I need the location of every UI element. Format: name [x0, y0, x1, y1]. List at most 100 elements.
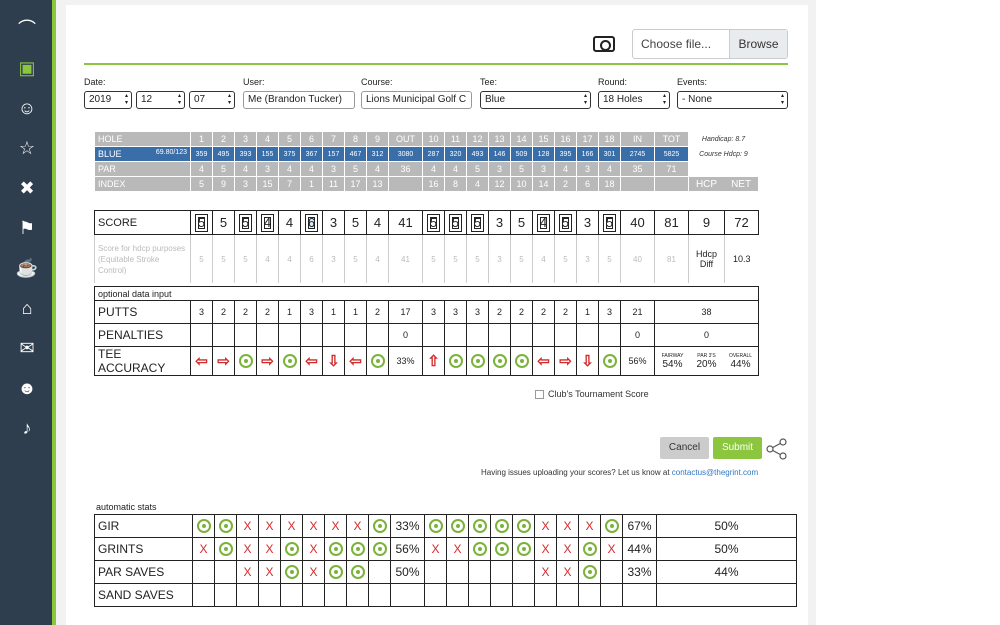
tee-accuracy-cell[interactable]: ⇦ — [190, 346, 213, 376]
score-cell[interactable]: 6 — [300, 210, 323, 235]
tee-accuracy-cell[interactable]: ⇦ — [300, 346, 323, 376]
penalties-row-cell[interactable] — [212, 323, 235, 347]
putts-row-cell[interactable]: 2 — [532, 300, 555, 324]
score-cell[interactable]: 5 — [554, 210, 577, 235]
tee-accuracy-cell[interactable]: ⇩ — [576, 346, 599, 376]
trophy-icon[interactable]: ☕ — [15, 257, 39, 278]
putts-row-cell[interactable]: 1 — [344, 300, 367, 324]
putts-row-cell[interactable]: 2 — [212, 300, 235, 324]
tee-accuracy-cell[interactable] — [234, 346, 257, 376]
round-select[interactable]: 18 Holes — [598, 91, 670, 109]
putts-row-cell[interactable]: 3 — [190, 300, 213, 324]
messages-icon[interactable]: ✉ — [19, 337, 35, 358]
stats-icon[interactable]: ⌒ — [18, 19, 36, 39]
putts-row-cell[interactable]: 1 — [278, 300, 301, 324]
score-cell[interactable]: 4 — [532, 210, 555, 235]
course-icon[interactable]: ⚑ — [18, 217, 36, 238]
friends-icon[interactable]: ☺ — [17, 97, 37, 118]
events-select[interactable]: - None — [677, 91, 788, 109]
putts-row-cell[interactable]: 2 — [488, 300, 511, 324]
tee-accuracy-cell[interactable]: ⇩ — [322, 346, 345, 376]
penalties-row-cell[interactable] — [256, 323, 279, 347]
score-cell[interactable]: 4 — [366, 210, 389, 235]
score-cell[interactable]: 5 — [190, 210, 213, 235]
leaderboard-icon[interactable]: ☆ — [18, 137, 36, 158]
putts-row-cell[interactable]: 3 — [444, 300, 467, 324]
penalties-row-cell[interactable] — [422, 323, 445, 347]
score-cell[interactable]: 5 — [234, 210, 257, 235]
scorecard-icon[interactable]: ▣ — [18, 57, 36, 78]
putts-row-cell[interactable]: 1 — [576, 300, 599, 324]
tee-accuracy-cell[interactable]: ⇦ — [344, 346, 367, 376]
penalties-row-cell[interactable] — [576, 323, 599, 347]
month-select[interactable]: 12 — [136, 91, 185, 109]
browse-button[interactable]: Browse — [729, 30, 787, 58]
penalties-row-cell[interactable] — [510, 323, 533, 347]
penalties-row-cell[interactable] — [234, 323, 257, 347]
tee-accuracy-cell[interactable]: ⇨ — [212, 346, 235, 376]
contact-link[interactable]: contactus@thegrint.com — [671, 468, 759, 477]
score-cell[interactable]: 5 — [510, 210, 533, 235]
score-cell[interactable]: 5 — [444, 210, 467, 235]
score-cell[interactable]: 5 — [466, 210, 489, 235]
score-cell[interactable]: 5 — [422, 210, 445, 235]
notifications-icon[interactable]: ♪ — [22, 417, 32, 438]
tee-accuracy-cell[interactable]: ⇧ — [422, 346, 445, 376]
putts-row-cell[interactable]: 2 — [234, 300, 257, 324]
putts-row-cell[interactable]: 2 — [366, 300, 389, 324]
penalties-row-cell[interactable] — [366, 323, 389, 347]
tee-accuracy-cell[interactable]: ⇨ — [256, 346, 279, 376]
tee-accuracy-cell[interactable] — [488, 346, 511, 376]
penalties-row-cell[interactable] — [488, 323, 511, 347]
score-cell[interactable]: 4 — [278, 210, 301, 235]
score-cell[interactable]: 3 — [322, 210, 345, 235]
clubs-icon[interactable]: ✖ — [19, 177, 35, 198]
putts-row-cell[interactable]: 3 — [466, 300, 489, 324]
score-cell[interactable]: 5 — [598, 210, 621, 235]
penalties-row-cell[interactable] — [322, 323, 345, 347]
penalties-row-cell[interactable] — [300, 323, 323, 347]
penalties-row-cell[interactable] — [278, 323, 301, 347]
putts-row-cell[interactable]: 3 — [422, 300, 445, 324]
score-cell[interactable]: 5 — [344, 210, 367, 235]
tee-accuracy-cell[interactable]: ⇦ — [532, 346, 555, 376]
tee-accuracy-cell[interactable] — [466, 346, 489, 376]
score-cell[interactable]: 3 — [488, 210, 511, 235]
putts-row-cell[interactable]: 2 — [554, 300, 577, 324]
user-field[interactable]: Me (Brandon Tucker) — [243, 91, 355, 109]
putts-row-cell[interactable]: 2 — [510, 300, 533, 324]
year-select[interactable]: 2019 — [84, 91, 132, 109]
tournament-option[interactable]: Club's Tournament Score — [535, 389, 649, 399]
tournament-checkbox[interactable] — [535, 389, 544, 399]
tee-select[interactable]: Blue — [480, 91, 591, 109]
score-cell[interactable]: 4 — [256, 210, 279, 235]
share-icon[interactable] — [766, 438, 788, 460]
tee-accuracy-cell[interactable] — [598, 346, 621, 376]
course-field[interactable]: Lions Municipal Golf C — [361, 91, 472, 109]
camera-icon[interactable] — [593, 36, 615, 52]
penalties-row-cell[interactable] — [190, 323, 213, 347]
putts-row-cell[interactable]: 2 — [256, 300, 279, 324]
tee-accuracy-cell[interactable]: ⇨ — [554, 346, 577, 376]
penalties-row-cell[interactable] — [444, 323, 467, 347]
penalties-row-cell[interactable] — [344, 323, 367, 347]
file-upload[interactable]: Choose file... Browse — [632, 29, 788, 59]
score-cell[interactable]: 5 — [212, 210, 235, 235]
tee-accuracy-cell[interactable] — [366, 346, 389, 376]
tee-accuracy-cell[interactable] — [444, 346, 467, 376]
cancel-button[interactable]: Cancel — [660, 437, 709, 459]
penalties-row-cell[interactable] — [532, 323, 555, 347]
day-select[interactable]: 07 — [189, 91, 235, 109]
invite-icon[interactable]: ☻ — [17, 377, 37, 398]
tee-accuracy-cell[interactable] — [510, 346, 533, 376]
submit-button[interactable]: Submit — [713, 437, 762, 459]
penalties-row-cell[interactable] — [466, 323, 489, 347]
putts-row-cell[interactable]: 1 — [322, 300, 345, 324]
penalties-row-cell[interactable] — [598, 323, 621, 347]
putts-row-cell[interactable]: 3 — [300, 300, 323, 324]
tee-accuracy-cell[interactable] — [278, 346, 301, 376]
penalties-row-cell[interactable] — [554, 323, 577, 347]
choose-file-label[interactable]: Choose file... — [641, 37, 712, 51]
community-icon[interactable]: ⌂ — [21, 297, 33, 318]
score-cell[interactable]: 3 — [576, 210, 599, 235]
